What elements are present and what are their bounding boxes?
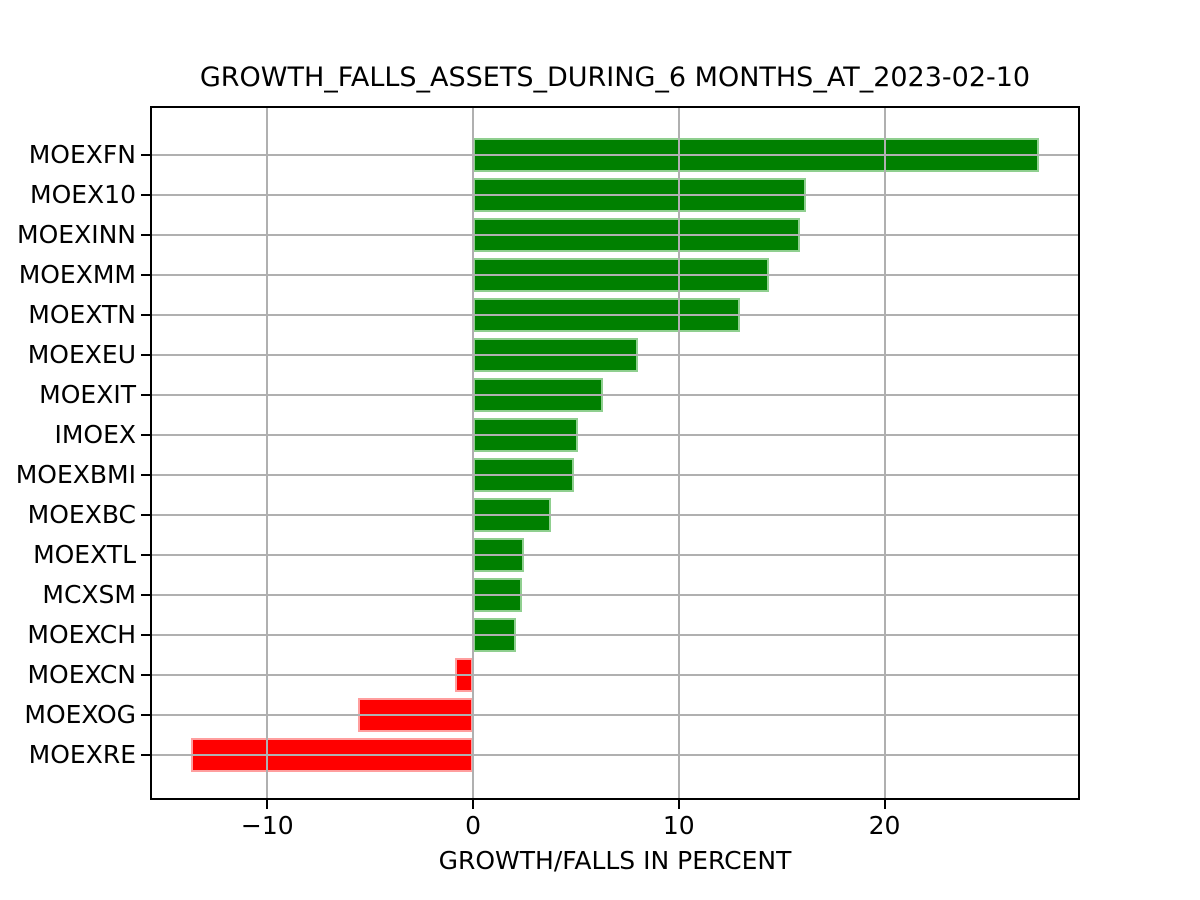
y-tick xyxy=(141,394,150,396)
h-gridline xyxy=(150,674,1080,676)
h-gridline xyxy=(150,154,1080,156)
h-gridline xyxy=(150,394,1080,396)
y-tick-label-moexinn: MOEXINN xyxy=(17,220,136,249)
y-tick-label-moexch: MOEXCH xyxy=(27,620,136,649)
y-tick xyxy=(141,154,150,156)
h-gridline xyxy=(150,234,1080,236)
h-gridline xyxy=(150,314,1080,316)
y-tick-label-moexre: MOEXRE xyxy=(28,740,136,769)
y-tick xyxy=(141,314,150,316)
chart-title: GROWTH_FALLS_ASSETS_DURING_6 MONTHS_AT_2… xyxy=(199,62,1031,93)
y-tick xyxy=(141,674,150,676)
h-gridline xyxy=(150,354,1080,356)
y-tick xyxy=(141,274,150,276)
y-tick-label-moexeu: MOEXEU xyxy=(27,340,136,369)
y-tick xyxy=(141,754,150,756)
y-tick-label-mcxsm: MCXSM xyxy=(42,580,136,609)
y-tick-label-moexbc: MOEXBC xyxy=(27,500,136,529)
v-gridline xyxy=(266,106,269,800)
y-tick xyxy=(141,354,150,356)
x-tick-label: 20 xyxy=(868,811,901,840)
h-gridline xyxy=(150,554,1080,556)
x-tick xyxy=(677,800,680,809)
y-tick-label-moextl: MOEXTL xyxy=(33,540,136,569)
h-gridline xyxy=(150,194,1080,196)
h-gridline xyxy=(150,714,1080,716)
x-tick xyxy=(472,800,475,809)
x-tick-label: −10 xyxy=(240,811,294,840)
y-tick-label-moexog: MOEXOG xyxy=(24,700,136,729)
h-gridline xyxy=(150,474,1080,476)
y-tick xyxy=(141,634,150,636)
x-tick-label: 0 xyxy=(465,811,481,840)
plot-area xyxy=(150,106,1080,800)
y-tick-label-moexit: MOEXIT xyxy=(39,380,136,409)
y-tick xyxy=(141,194,150,196)
y-tick xyxy=(141,234,150,236)
y-tick-label-moexbmi: MOEXBMI xyxy=(15,460,136,489)
y-tick xyxy=(141,594,150,596)
h-gridline xyxy=(150,594,1080,596)
y-tick-label-moexcn: MOEXCN xyxy=(27,660,136,689)
v-gridline xyxy=(677,106,680,800)
y-tick xyxy=(141,474,150,476)
h-gridline xyxy=(150,514,1080,516)
h-gridline xyxy=(150,434,1080,436)
y-tick xyxy=(141,434,150,436)
y-tick-label-imoex: IMOEX xyxy=(54,420,136,449)
x-axis-label: GROWTH/FALLS IN PERCENT xyxy=(438,846,792,875)
y-tick-label-moexfn: MOEXFN xyxy=(28,140,136,169)
y-tick xyxy=(141,514,150,516)
y-tick-label-moexmm: MOEXMM xyxy=(18,260,136,289)
h-gridline xyxy=(150,634,1080,636)
v-gridline xyxy=(883,106,886,800)
y-tick-label-moex10: MOEX10 xyxy=(30,180,136,209)
x-tick-label: 10 xyxy=(662,811,695,840)
y-tick-label-moextn: MOEXTN xyxy=(28,300,136,329)
h-gridline xyxy=(150,274,1080,276)
h-gridline xyxy=(150,754,1080,756)
x-tick xyxy=(883,800,886,809)
v-gridline xyxy=(472,106,475,800)
y-tick xyxy=(141,554,150,556)
x-tick xyxy=(266,800,269,809)
y-tick xyxy=(141,714,150,716)
